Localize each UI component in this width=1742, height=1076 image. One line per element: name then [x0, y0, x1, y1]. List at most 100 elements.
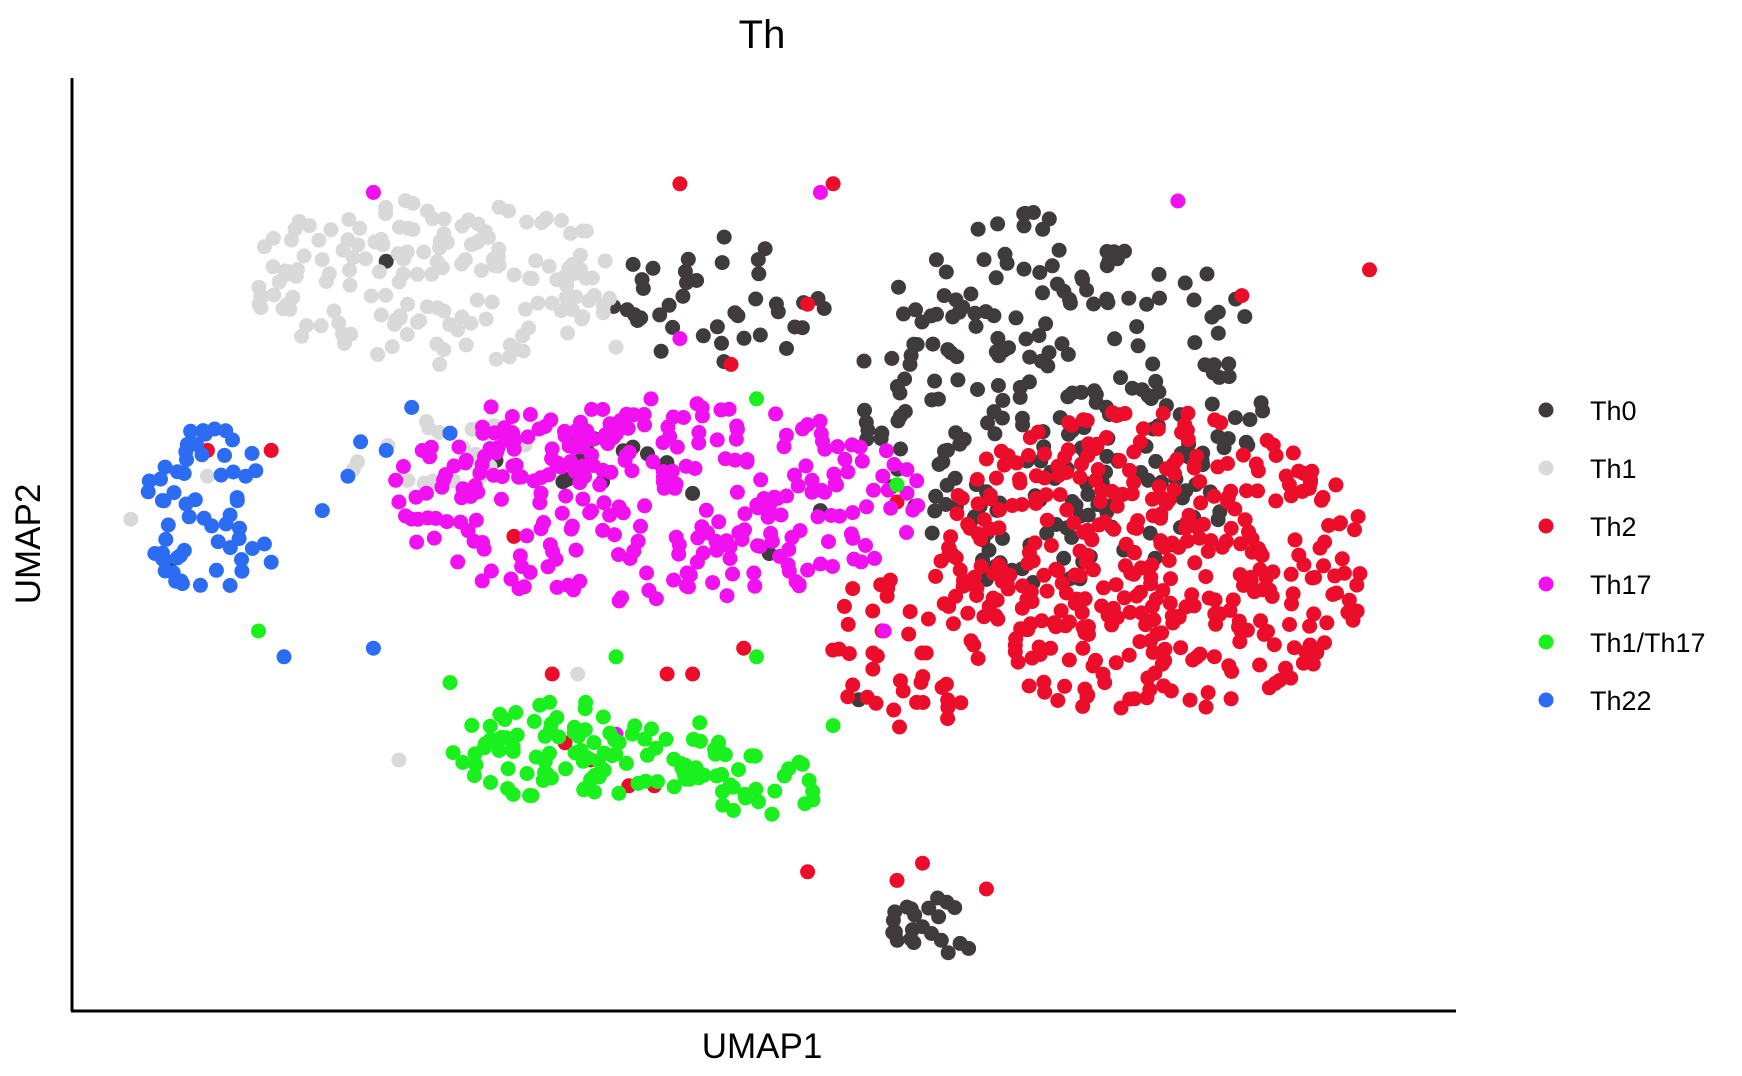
data-point	[156, 493, 172, 509]
data-point	[1237, 309, 1253, 325]
data-point	[265, 259, 281, 275]
data-point	[1121, 290, 1137, 306]
data-point	[505, 458, 521, 474]
data-point	[342, 277, 358, 293]
data-point	[953, 695, 969, 711]
data-point	[857, 402, 872, 418]
data-point	[996, 457, 1012, 473]
data-point	[1306, 606, 1322, 622]
data-point	[1056, 550, 1072, 566]
data-point	[901, 626, 917, 642]
data-point	[392, 308, 408, 324]
data-point	[1341, 592, 1357, 608]
data-point	[423, 439, 439, 455]
data-point	[1004, 498, 1020, 513]
data-point	[1031, 639, 1047, 655]
data-point	[804, 472, 820, 488]
data-point	[1108, 577, 1124, 593]
data-point	[197, 426, 213, 442]
data-point	[885, 925, 901, 940]
data-point	[475, 425, 491, 441]
data-point	[419, 299, 435, 315]
data-point	[924, 525, 940, 541]
data-point	[950, 488, 966, 503]
data-point	[652, 307, 668, 323]
data-point	[388, 472, 404, 488]
data-point	[714, 255, 730, 271]
data-point	[234, 563, 250, 579]
data-point	[551, 729, 567, 745]
data-point	[426, 530, 442, 546]
data-point	[265, 230, 281, 246]
data-point	[825, 176, 841, 192]
data-point	[772, 548, 788, 564]
data-point	[748, 781, 764, 797]
data-point	[940, 700, 956, 715]
data-point	[1304, 463, 1320, 479]
data-point	[695, 328, 711, 344]
data-point	[1025, 205, 1041, 220]
data-point	[886, 457, 902, 472]
data-point	[1038, 316, 1054, 332]
data-point	[1153, 510, 1169, 526]
data-point	[1189, 649, 1205, 665]
data-point	[950, 372, 966, 388]
data-point	[608, 746, 624, 762]
data-point	[1107, 331, 1123, 347]
data-point	[524, 271, 540, 287]
data-point	[817, 441, 833, 457]
data-point	[908, 302, 923, 318]
data-point	[737, 506, 753, 522]
data-point	[1109, 498, 1125, 514]
data-point	[528, 253, 544, 269]
data-point	[517, 301, 533, 317]
data-point	[709, 319, 725, 335]
data-point	[400, 473, 416, 488]
data-point	[1163, 683, 1179, 699]
data-point	[1147, 665, 1163, 681]
data-point	[903, 901, 919, 917]
data-point	[1095, 666, 1111, 682]
data-point	[982, 487, 998, 503]
data-point	[490, 249, 506, 265]
data-point	[648, 740, 664, 756]
data-point	[586, 735, 602, 751]
data-point	[577, 701, 593, 717]
data-point	[353, 434, 369, 450]
data-point	[373, 307, 389, 323]
data-point	[1206, 649, 1222, 665]
data-point	[725, 779, 741, 795]
data-point	[627, 718, 643, 734]
data-point	[1319, 615, 1335, 631]
data-point	[391, 752, 407, 768]
data-point	[467, 746, 483, 762]
data-point	[532, 495, 548, 511]
data-point	[661, 297, 677, 313]
data-point	[837, 451, 853, 467]
data-point	[895, 683, 911, 699]
data-point	[722, 551, 738, 566]
legend-item: Th1/Th17	[1538, 628, 1706, 658]
data-point	[928, 252, 944, 268]
data-point	[502, 349, 517, 365]
data-point	[232, 520, 247, 536]
data-point	[909, 473, 925, 489]
data-point	[690, 530, 706, 546]
data-point	[856, 353, 872, 369]
data-point	[868, 695, 884, 711]
data-point	[1173, 640, 1189, 656]
data-point	[792, 523, 808, 539]
data-point	[1039, 525, 1055, 541]
data-point	[340, 468, 356, 484]
data-point	[696, 767, 712, 783]
data-point	[1122, 462, 1137, 478]
data-point	[768, 296, 784, 312]
data-point	[549, 579, 565, 595]
data-point	[679, 275, 694, 291]
data-point	[779, 341, 794, 356]
data-point	[384, 339, 400, 355]
data-point	[1235, 447, 1251, 463]
data-point	[889, 379, 905, 394]
data-point	[962, 520, 978, 536]
data-point	[373, 231, 389, 247]
